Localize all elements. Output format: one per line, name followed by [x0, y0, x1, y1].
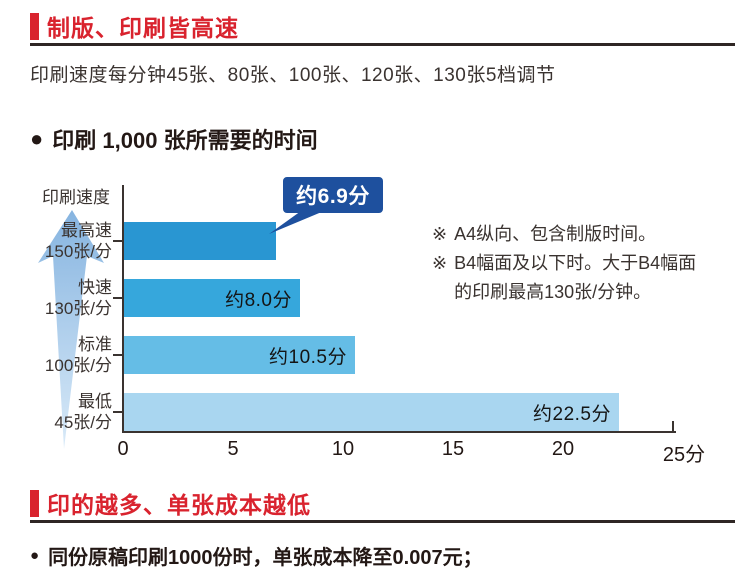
y-axis-line — [122, 185, 124, 433]
x-axis-line — [122, 431, 676, 433]
speed-settings-text: 印刷速度每分钟45张、80张、100张、120张、130张5档调节 — [30, 65, 556, 86]
y-tick — [113, 240, 122, 242]
note-text: B4幅面及以下时。大于B4幅面的印刷最高130张/分钟。 — [454, 253, 697, 302]
y-tick — [113, 297, 122, 299]
section-marker-icon — [30, 489, 39, 517]
note-text: A4纵向、包含制版时间。 — [454, 224, 657, 244]
bullet-icon: ● — [30, 547, 40, 564]
y-tick — [113, 411, 122, 413]
note-item: ※ B4幅面及以下时。大于B4幅面的印刷最高130张/分钟。 — [432, 249, 700, 307]
callout-label: 约6.9分 — [296, 185, 370, 208]
chart-bar-1: 约8.0分 — [124, 279, 300, 317]
bar-value-label: 约22.5分 — [533, 403, 611, 425]
chart-notes: ※ A4纵向、包含制版时间。 ※ B4幅面及以下时。大于B4幅面的印刷最高130… — [432, 220, 700, 307]
category-label-3: 最低 45张/分 — [54, 392, 112, 432]
cost-statement: ● 同份原稿印刷1000份时，单张成本降至0.007元； — [30, 541, 483, 570]
x-tick-label: 25分 — [662, 444, 706, 466]
callout-bubble: 约6.9分 — [283, 177, 383, 213]
callout-tail-icon — [269, 211, 324, 234]
x-tick-label: 15 — [441, 438, 465, 460]
category-label-0: 最高速 150张/分 — [44, 221, 112, 261]
x-tick-label: 0 — [117, 438, 129, 460]
section1-divider — [30, 43, 735, 46]
x-tick — [672, 421, 674, 431]
category-label-1: 快速 130张/分 — [44, 278, 112, 318]
y-axis-title: 印刷速度 — [42, 188, 110, 207]
section-marker-icon — [30, 12, 39, 40]
bar-value-label: 约8.0分 — [225, 289, 292, 311]
section2-header: 印的越多、单张成本越低 — [30, 486, 311, 520]
chart-title: ● 印刷 1,000 张所需要的时间 — [30, 123, 318, 155]
note-item: ※ A4纵向、包含制版时间。 — [432, 220, 700, 249]
section2-divider — [30, 520, 735, 523]
category-label-2: 标准 100张/分 — [44, 335, 112, 375]
section1-title: 制版、印刷皆高速 — [47, 15, 239, 41]
note-marker: ※ — [432, 224, 448, 244]
y-tick — [113, 354, 122, 356]
chart-title-text: 印刷 1,000 张所需要的时间 — [52, 128, 318, 153]
chart-bar-3: 约22.5分 — [124, 393, 619, 431]
chart-bar-0 — [124, 222, 276, 260]
x-tick-label: 20 — [551, 438, 575, 460]
x-tick-label: 5 — [227, 438, 239, 460]
section2-title: 印的越多、单张成本越低 — [47, 492, 311, 518]
x-tick-label: 10 — [331, 438, 355, 460]
bullet-icon: ● — [30, 126, 44, 151]
note-marker: ※ — [432, 253, 448, 273]
speed-arrow-icon — [38, 210, 104, 449]
cost-statement-text: 同份原稿印刷1000份时，单张成本降至0.007元； — [48, 547, 483, 569]
bar-value-label: 约10.5分 — [269, 346, 347, 368]
chart-bar-2: 约10.5分 — [124, 336, 355, 374]
section1-header: 制版、印刷皆高速 — [30, 9, 239, 43]
